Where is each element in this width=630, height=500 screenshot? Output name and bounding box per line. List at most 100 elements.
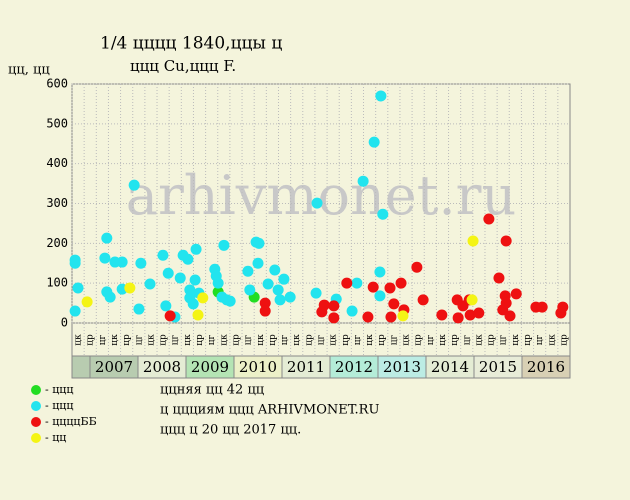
point — [184, 284, 196, 296]
point — [192, 309, 204, 321]
x-tick-label: 2007 — [95, 358, 133, 376]
column-label: цр — [341, 334, 351, 346]
point — [466, 294, 478, 306]
column-label: цр — [559, 334, 569, 346]
column-label: цг — [462, 334, 472, 345]
point — [164, 310, 176, 322]
point — [351, 277, 363, 289]
x-tick-label: 2013 — [383, 358, 421, 376]
point — [244, 284, 256, 296]
column-label: цк — [292, 334, 302, 346]
point — [259, 305, 271, 317]
note: ццняя цц 42 цц — [160, 383, 264, 398]
point — [160, 300, 172, 312]
column-label: цг — [280, 334, 290, 345]
watermark: arhivmonet.ru — [126, 164, 516, 227]
legend-marker — [31, 417, 41, 427]
point — [69, 257, 81, 269]
point — [436, 309, 448, 321]
point — [104, 291, 116, 303]
legend-label: - цц — [45, 431, 66, 444]
column-label: цк — [365, 334, 375, 346]
point — [346, 305, 358, 317]
point — [184, 292, 196, 304]
x-tick-label: 2010 — [239, 358, 277, 376]
column-label: цк — [547, 334, 557, 346]
point — [128, 179, 140, 191]
point — [341, 277, 353, 289]
column-label: цр — [231, 334, 241, 346]
column-label: цк — [219, 334, 229, 346]
column-label: цр — [159, 334, 169, 346]
point — [262, 278, 274, 290]
point — [357, 175, 369, 187]
point — [182, 253, 194, 265]
column-label: цр — [377, 334, 387, 346]
legend-label: - ццц — [45, 383, 73, 396]
legend-label: - ццццББ — [45, 415, 97, 428]
point — [473, 307, 485, 319]
column-label: цр — [450, 334, 460, 346]
point — [367, 281, 379, 293]
point — [72, 282, 84, 294]
legend-marker — [31, 433, 41, 443]
point — [269, 264, 281, 276]
legend-label: - ццц — [45, 399, 73, 412]
x-tick-label: 2015 — [479, 358, 517, 376]
point — [328, 312, 340, 324]
y-tick-label: 100 — [46, 276, 68, 290]
point — [284, 291, 296, 303]
column-label: цг — [353, 334, 363, 345]
point — [101, 232, 113, 244]
point — [174, 272, 186, 284]
y-tick-label: 400 — [46, 156, 68, 170]
point — [253, 237, 265, 249]
y-tick-label: 200 — [46, 236, 68, 250]
point — [388, 298, 400, 310]
point — [311, 197, 323, 209]
point — [395, 277, 407, 289]
column-label: цк — [146, 334, 156, 346]
point — [310, 287, 322, 299]
point — [411, 261, 423, 273]
point — [384, 282, 396, 294]
point — [368, 136, 380, 148]
point — [464, 309, 476, 321]
point — [81, 296, 93, 308]
point — [212, 277, 224, 289]
point — [374, 266, 386, 278]
point — [328, 300, 340, 312]
first-band — [71, 355, 91, 379]
point — [374, 290, 386, 302]
column-label: цг — [98, 334, 108, 345]
y-tick-label: 600 — [46, 77, 68, 91]
point — [116, 256, 128, 268]
point — [162, 267, 174, 279]
legend-marker — [31, 385, 41, 395]
y-tick-label: 500 — [46, 116, 68, 130]
note: ццц ц 20 цц 2017 цц. — [160, 423, 301, 438]
y-tick-label: 0 — [61, 316, 68, 330]
column-label: цг — [244, 334, 254, 345]
chart-subtitle: ццц Cu,ццц F. — [130, 57, 236, 75]
column-label: цр — [86, 334, 96, 346]
point — [242, 265, 254, 277]
point — [557, 301, 569, 313]
column-label: цг — [207, 334, 217, 345]
point — [467, 235, 479, 247]
column-label: цр — [195, 334, 205, 346]
x-tick-label: 2012 — [335, 358, 373, 376]
point — [144, 278, 156, 290]
point — [190, 243, 202, 255]
column-label: цг — [535, 334, 545, 345]
column-label: цк — [402, 334, 412, 346]
point — [69, 305, 81, 317]
x-tick-label: 2009 — [191, 358, 229, 376]
point — [272, 284, 284, 296]
point — [452, 312, 464, 324]
column-label: цр — [268, 334, 278, 346]
column-label: цр — [122, 334, 132, 346]
column-label: цр — [304, 334, 314, 346]
legend-marker — [31, 401, 41, 411]
